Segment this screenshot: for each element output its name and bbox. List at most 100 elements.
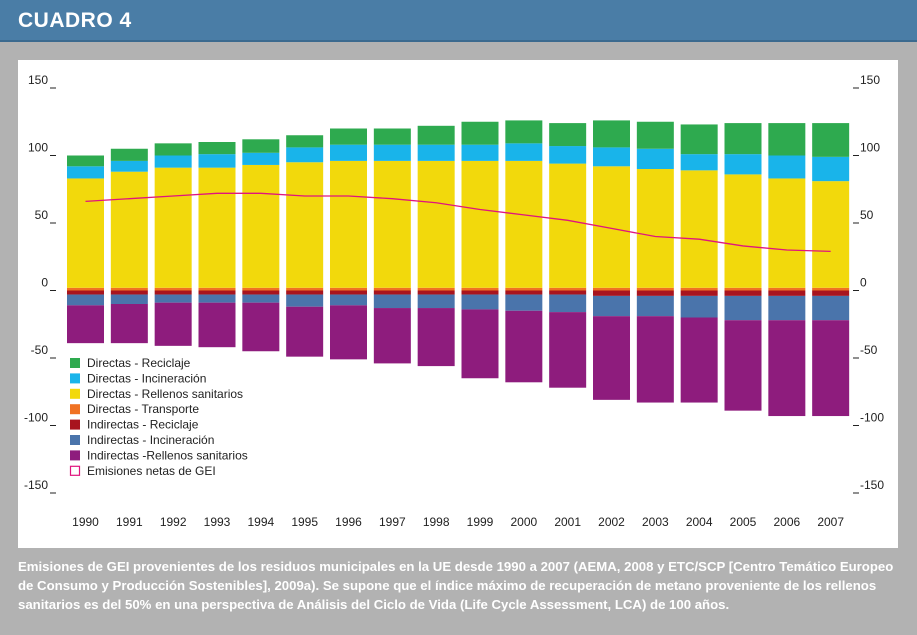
legend-label: Indirectas - Reciclaje [87, 418, 199, 432]
legend-label: Indirectas - Incineración [87, 433, 214, 447]
bar-segment [154, 155, 192, 168]
bar-segment [242, 152, 280, 165]
bar-segment [549, 294, 587, 313]
bar-segment [505, 160, 543, 288]
bar-segment [636, 148, 674, 169]
bar-segment [330, 305, 367, 360]
bar-segment [505, 143, 543, 161]
x-tick-label: 1994 [247, 515, 274, 529]
chart-panel: 150 150 100 100 50 50 0 0 -50 -50 -100 -100 -150 -150… [18, 60, 898, 548]
x-tick-label: 1999 [467, 515, 494, 529]
bar-segment [549, 312, 587, 388]
bar-segment [593, 147, 630, 167]
legend-swatch [70, 404, 80, 415]
bar-segment [636, 121, 674, 149]
bar-segment [549, 290, 587, 295]
bar-segment [505, 287, 543, 291]
bar-segment [417, 287, 455, 291]
y-tick-label-left: 50 [35, 208, 49, 222]
legend-swatch [70, 450, 80, 461]
x-tick-label: 2006 [773, 515, 800, 529]
bar-segment [154, 143, 192, 156]
bar-segment [549, 163, 587, 288]
x-tick-label: 1995 [291, 515, 318, 529]
x-tick-label: 2001 [554, 515, 581, 529]
bar-segment [636, 316, 674, 403]
bar-segment [373, 144, 411, 161]
bar-segment [724, 287, 762, 291]
figure-caption: Emisiones de GEI provenientes de los res… [18, 559, 894, 612]
bar-segment [636, 295, 674, 317]
bar-segment [110, 171, 148, 288]
x-tick-label: 1998 [423, 515, 450, 529]
y-tick-label-left: 100 [28, 141, 48, 155]
x-tick-label: 2000 [510, 515, 537, 529]
bar-segment [505, 310, 543, 383]
bar-segment [593, 166, 630, 288]
legend-label: Directas - Transporte [87, 402, 199, 416]
y-tick-label-right: -50 [860, 343, 878, 357]
bar-segment [154, 302, 192, 346]
bar-segment [67, 290, 104, 295]
bar-segment [461, 294, 499, 310]
bar-segment [812, 320, 850, 417]
bar-segment [373, 308, 411, 364]
bar-segment [373, 128, 411, 145]
bar-segment [593, 287, 630, 291]
x-tick-label: 1996 [335, 515, 362, 529]
bar-segment [198, 302, 236, 348]
bar-segment [330, 287, 367, 291]
y-tick-label-right: 0 [860, 276, 867, 290]
bar-segment [768, 155, 806, 179]
bar-segment [330, 290, 367, 295]
bar-segment [242, 302, 280, 352]
bar-segment [373, 294, 411, 309]
bar-segment [768, 178, 806, 288]
y-tick-label-left: 0 [41, 276, 48, 290]
bar-segment [242, 290, 280, 295]
legend-swatch [70, 419, 80, 430]
legend-swatch [70, 435, 80, 445]
bar-segment [812, 123, 850, 157]
bar-segment [286, 287, 324, 291]
bar-segment [198, 290, 236, 295]
bar-segment [330, 160, 367, 288]
bar-segment [461, 287, 499, 291]
bar-segment [198, 154, 236, 168]
bar-segment [67, 178, 104, 288]
bar-segment [812, 181, 850, 288]
bar-segment [505, 294, 543, 311]
bar-segment [67, 155, 104, 167]
y-tick-label-right: 150 [860, 73, 880, 87]
bar-segment [593, 295, 630, 317]
x-tick-label: 2002 [598, 515, 625, 529]
bar-segment [724, 123, 762, 155]
bar-segment [110, 287, 148, 291]
bar-segment [680, 124, 718, 155]
bar-segment [724, 174, 762, 288]
bar-segment [286, 135, 324, 148]
bar-segment [768, 123, 806, 156]
bar-segment [286, 294, 324, 307]
bar-segment [680, 317, 718, 403]
legend-swatch [70, 373, 80, 384]
bar-segment [724, 295, 762, 321]
figure-title: CUADRO 4 [18, 9, 132, 32]
bar-segment [110, 294, 148, 304]
bar-segment [461, 160, 499, 288]
bar-segment [812, 290, 850, 296]
bar-segment [593, 316, 630, 400]
legend-swatch [70, 388, 80, 399]
bar-segment [286, 147, 324, 163]
bar-segment [724, 320, 762, 411]
bar-segment [198, 294, 236, 303]
bar-segment [593, 290, 630, 296]
y-tick-label-left: -50 [31, 343, 49, 357]
stacked-bar-chart: 150 150 100 100 50 50 0 0 -50 -50 -100 -100 -150 -150… [24, 73, 884, 529]
bar-segment [242, 139, 280, 153]
bar-segment [242, 164, 280, 288]
bar-segment [67, 287, 104, 291]
bar-segment [373, 160, 411, 288]
bar-segment [154, 287, 192, 291]
bar-segment [67, 294, 104, 306]
